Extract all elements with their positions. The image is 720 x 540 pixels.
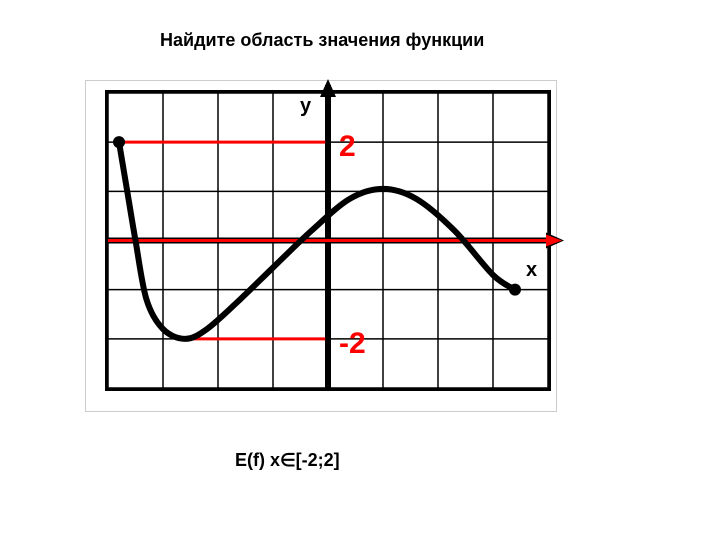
chart-inner-box: y x 2 -2: [105, 90, 551, 391]
lower-value-label: -2: [339, 327, 366, 361]
chart-svg: [108, 93, 548, 388]
y-axis-label: y: [300, 95, 311, 118]
x-axis-label: x: [526, 259, 537, 282]
answer-text: E(f) x∈[-2;2]: [235, 450, 340, 471]
page-title: Найдите область значения функции: [160, 30, 484, 51]
upper-value-label: 2: [339, 130, 356, 164]
